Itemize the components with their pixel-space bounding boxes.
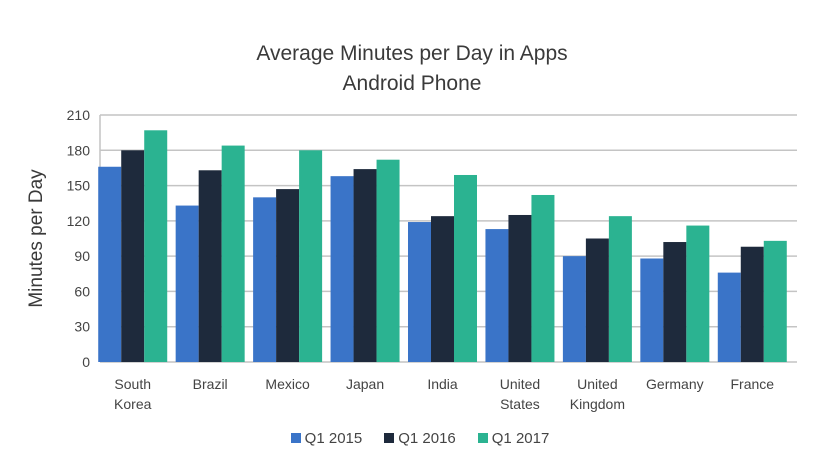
- bar: [330, 176, 354, 362]
- bar: [508, 214, 532, 362]
- bar: [608, 216, 632, 362]
- x-tick-label: Mexico: [265, 376, 310, 392]
- bar: [686, 225, 710, 362]
- y-tick-label: 180: [67, 142, 91, 158]
- bar: [144, 130, 168, 362]
- bar: [376, 159, 400, 362]
- bar: [299, 150, 323, 362]
- y-tick-label: 210: [67, 107, 91, 123]
- x-tick-label: United: [577, 376, 617, 392]
- bar: [175, 205, 199, 362]
- bar: [531, 194, 555, 362]
- x-tick-label: United: [500, 376, 540, 392]
- chart-subtitle: Android Phone: [342, 72, 482, 95]
- bar: [198, 170, 222, 362]
- legend-swatch: [477, 433, 488, 443]
- bar: [454, 174, 477, 362]
- bar: [485, 229, 509, 362]
- x-tick-label: Germany: [646, 376, 704, 392]
- bar: [353, 169, 377, 362]
- x-tick-label: Korea: [114, 396, 152, 412]
- legend-label: Q1 2017: [491, 430, 550, 447]
- bar: [717, 272, 741, 362]
- bar: [585, 238, 609, 362]
- x-tick-label: South: [114, 376, 151, 392]
- bar: [431, 216, 454, 362]
- legend-item: Q1 2017: [477, 430, 550, 447]
- y-tick-label: 120: [67, 213, 91, 229]
- bar: [221, 145, 245, 362]
- bar: [276, 189, 300, 362]
- x-tick-label: Brazil: [193, 376, 228, 392]
- bar: [253, 197, 277, 362]
- bar: [408, 222, 431, 362]
- y-tick-label: 0: [82, 354, 90, 370]
- chart-title: Average Minutes per Day in Apps: [256, 42, 568, 65]
- x-tick-label: India: [427, 376, 458, 392]
- y-tick-label: 60: [74, 283, 90, 299]
- bar: [562, 256, 586, 362]
- bar: [640, 258, 664, 362]
- y-tick-label: 90: [74, 248, 90, 264]
- y-axis-label: Minutes per Day: [26, 169, 47, 308]
- x-tick-label: France: [730, 376, 774, 392]
- legend-label: Q1 2016: [398, 430, 456, 447]
- y-tick-label: 150: [67, 178, 91, 194]
- bar: [740, 246, 764, 362]
- legend: Q1 2015 Q1 2016 Q1 2017: [0, 430, 840, 447]
- x-tick-label: States: [500, 396, 540, 412]
- bar: [98, 166, 122, 362]
- legend-label: Q1 2015: [304, 430, 363, 447]
- x-tick-label: Kingdom: [570, 396, 625, 412]
- x-tick-label: Japan: [346, 376, 384, 392]
- legend-swatch: [384, 433, 395, 443]
- bar: [663, 242, 687, 362]
- bar: [763, 240, 787, 362]
- legend-item: Q1 2016: [384, 430, 456, 447]
- bar: [121, 150, 145, 362]
- y-tick-label: 30: [74, 319, 90, 335]
- legend-item: Q1 2015: [290, 430, 363, 447]
- legend-swatch: [290, 433, 301, 443]
